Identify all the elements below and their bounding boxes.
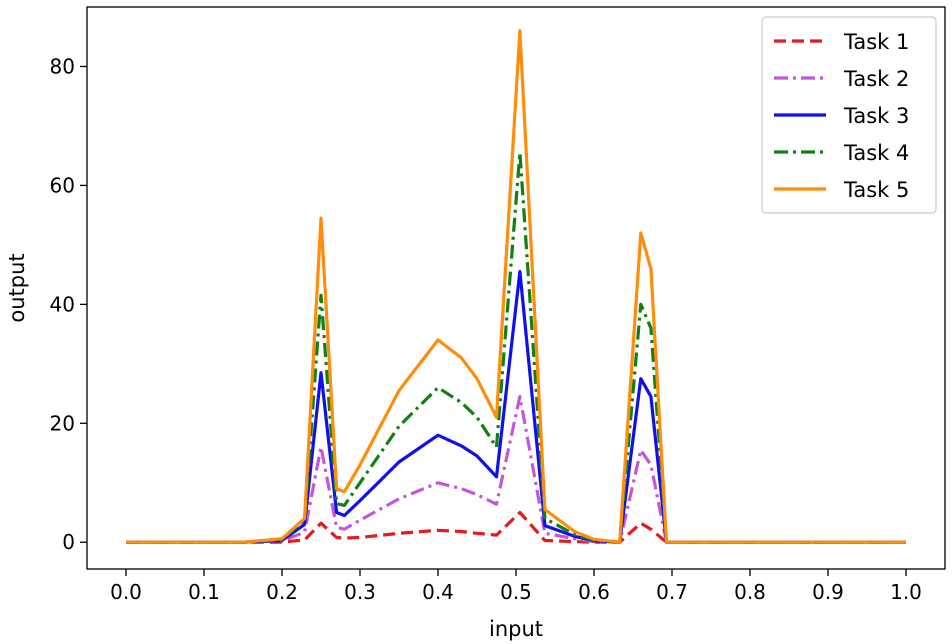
- x-tick-label: 0.7: [656, 580, 688, 604]
- legend-label: Task 1: [843, 30, 909, 54]
- x-tick-label: 0.3: [344, 580, 376, 604]
- x-axis-ticks: 0.0 0.1 0.2 0.3 0.4 0.5 0.6 0.7 0.8 0.9 1.0: [110, 569, 922, 604]
- x-axis-label: input: [489, 617, 543, 641]
- x-tick-label: 0.9: [812, 580, 844, 604]
- series-line-task-1: [126, 510, 906, 544]
- y-tick-label: 80: [50, 54, 75, 78]
- legend-label: Task 4: [843, 141, 909, 165]
- x-tick-label: 0.0: [110, 580, 142, 604]
- plot-lines: [126, 29, 906, 544]
- x-tick-label: 0.2: [266, 580, 298, 604]
- y-tick-label: 20: [50, 411, 75, 435]
- y-tick-label: 0: [62, 530, 75, 554]
- legend-label: Task 3: [843, 104, 909, 128]
- series-line-task-5: [126, 29, 906, 544]
- x-tick-label: 0.1: [188, 580, 220, 604]
- legend: Task 1 Task 2 Task 3 Task 4 Task 5: [761, 16, 937, 214]
- legend-label: Task 2: [843, 67, 909, 91]
- x-tick-label: 0.6: [578, 580, 610, 604]
- legend-items: Task 1 Task 2 Task 3 Task 4 Task 5: [774, 30, 909, 202]
- legend-box: [761, 16, 937, 214]
- legend-label: Task 5: [843, 178, 909, 202]
- series-line-task-2: [126, 394, 906, 544]
- y-tick-label: 40: [50, 292, 75, 316]
- x-tick-label: 0.4: [422, 580, 454, 604]
- x-tick-label: 0.5: [500, 580, 532, 604]
- series-line-task-3: [126, 270, 906, 544]
- y-axis-label: output: [5, 253, 29, 322]
- x-tick-label: 1.0: [890, 580, 922, 604]
- y-tick-label: 60: [50, 173, 75, 197]
- x-tick-label: 0.8: [734, 580, 766, 604]
- y-axis-ticks: 0 20 40 60 80: [50, 54, 87, 554]
